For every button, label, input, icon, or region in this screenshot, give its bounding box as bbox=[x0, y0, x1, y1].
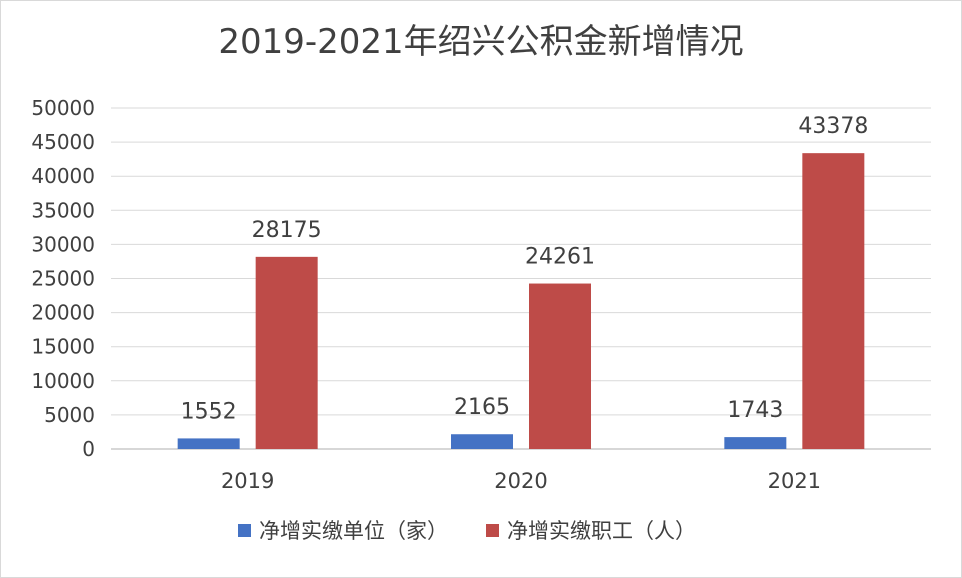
y-tick-label: 30000 bbox=[31, 232, 95, 256]
data-label: 2165 bbox=[454, 395, 510, 420]
y-axis-ticks: 0 5000 10000 15000 20000 25000 30000 35000 40000… bbox=[31, 96, 95, 461]
chart-title: 2019-2021年绍兴公积金新增情况 bbox=[218, 22, 743, 62]
bar-employees-2019 bbox=[255, 256, 318, 449]
y-tick-label: 20000 bbox=[31, 301, 95, 325]
data-label: 43378 bbox=[798, 114, 868, 139]
legend: 净增实缴单位（家） 净增实缴职工（人） bbox=[238, 519, 696, 543]
bar-units-2021 bbox=[724, 437, 787, 449]
legend-swatch bbox=[486, 524, 499, 537]
bars bbox=[177, 153, 865, 449]
y-tick-label: 5000 bbox=[44, 403, 95, 427]
bar-units-2019 bbox=[177, 438, 240, 449]
gridlines bbox=[111, 107, 931, 450]
bar-employees-2020 bbox=[529, 283, 591, 449]
bar-employees-2021 bbox=[802, 153, 865, 449]
data-label: 24261 bbox=[525, 245, 595, 270]
y-tick-label: 50000 bbox=[31, 96, 95, 120]
y-tick-label: 35000 bbox=[31, 198, 95, 222]
legend-label: 净增实缴单位（家） bbox=[259, 519, 448, 543]
y-tick-label: 10000 bbox=[31, 369, 95, 393]
data-label: 1552 bbox=[181, 399, 237, 424]
legend-swatch bbox=[238, 524, 251, 537]
bar-units-2020 bbox=[451, 434, 513, 449]
legend-label: 净增实缴职工（人） bbox=[507, 519, 696, 543]
y-tick-label: 45000 bbox=[31, 130, 95, 154]
y-tick-label: 0 bbox=[82, 437, 95, 461]
x-category-label: 2019 bbox=[221, 469, 274, 493]
y-tick-label: 15000 bbox=[31, 335, 95, 359]
x-axis-categories: 2019 2020 2021 bbox=[221, 469, 821, 493]
x-category-label: 2020 bbox=[494, 469, 547, 493]
y-tick-label: 40000 bbox=[31, 164, 95, 188]
x-category-label: 2021 bbox=[768, 469, 821, 493]
data-label: 28175 bbox=[252, 218, 322, 243]
data-label: 1743 bbox=[727, 398, 783, 423]
data-labels: 1552 28175 2165 24261 1743 43378 bbox=[181, 114, 869, 424]
y-tick-label: 25000 bbox=[31, 267, 95, 291]
